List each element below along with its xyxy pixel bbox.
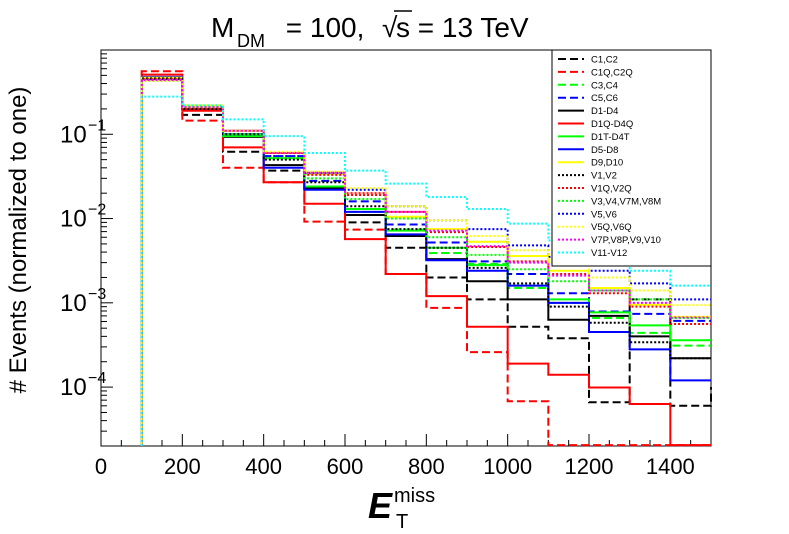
title-mass-value: = 100, — [278, 12, 380, 43]
x-tick-label: 1400 — [646, 454, 695, 479]
legend-label: D9,D10 — [591, 158, 623, 169]
y-tick-label: 10 — [60, 121, 87, 148]
legend-label: D1-D4 — [591, 106, 618, 117]
x-tick-label: 200 — [164, 454, 201, 479]
x-tick-label: 400 — [245, 454, 282, 479]
legend-label: V7P,V8P,V9,V10 — [591, 235, 661, 246]
series-v7p-v8p-v9-v10 — [140, 79, 711, 446]
title-energy: s = 13 TeV — [396, 12, 529, 43]
y-axis-label: # Events (normalized to one) — [5, 87, 32, 394]
x-tick-label: 600 — [327, 454, 364, 479]
series-v5q-v6q — [140, 79, 711, 446]
title-prefix: M — [211, 12, 234, 43]
xlabel-main: E — [368, 485, 393, 526]
title-subscript: DM — [237, 31, 265, 51]
legend-label: C1,C2 — [591, 55, 618, 66]
legend-label: C1Q,C2Q — [591, 67, 633, 78]
x-axis-label: E T miss — [368, 485, 435, 533]
x-tick-label: 0 — [95, 454, 107, 479]
y-tick-exponent: −2 — [88, 202, 106, 219]
y-axis: 10−410−310−210−1 — [60, 49, 113, 447]
y-tick-exponent: −1 — [88, 117, 106, 134]
legend-label: C5,C6 — [591, 93, 618, 104]
legend-label: V1Q,V2Q — [591, 184, 632, 195]
legend-label: V5Q,V6Q — [591, 222, 632, 233]
chart-title: M DM = 100, √ s = 13 TeV — [211, 10, 529, 51]
x-tick-label: 1200 — [565, 454, 614, 479]
x-axis: 0 200 400 600 800 1000 1200 1400 — [95, 434, 712, 479]
legend-label: V5,V6 — [591, 209, 617, 220]
legend-label: C3,C4 — [591, 80, 618, 91]
y-tick-exponent: −4 — [88, 370, 106, 387]
y-tick-label: 10 — [60, 290, 87, 317]
legend-label: D1T-D4T — [591, 132, 630, 143]
y-tick-exponent: −3 — [88, 286, 106, 303]
histogram-series — [140, 70, 712, 447]
x-tick-label: 800 — [408, 454, 445, 479]
y-tick-label: 10 — [60, 206, 87, 233]
legend-label: V1,V2 — [591, 171, 617, 182]
legend-label: D1Q-D4Q — [591, 119, 633, 130]
xlabel-sup: miss — [394, 485, 435, 507]
legend-label: V3,V4,V7M,V8M — [591, 196, 661, 207]
legend-label: D5-D8 — [591, 145, 618, 156]
x-tick-label: 1000 — [483, 454, 532, 479]
legend-label: V11-V12 — [591, 248, 627, 259]
legend-box — [551, 49, 712, 267]
xlabel-sub: T — [396, 511, 408, 533]
y-tick-label: 10 — [60, 374, 87, 401]
sqrt-symbol: √ — [382, 12, 398, 43]
